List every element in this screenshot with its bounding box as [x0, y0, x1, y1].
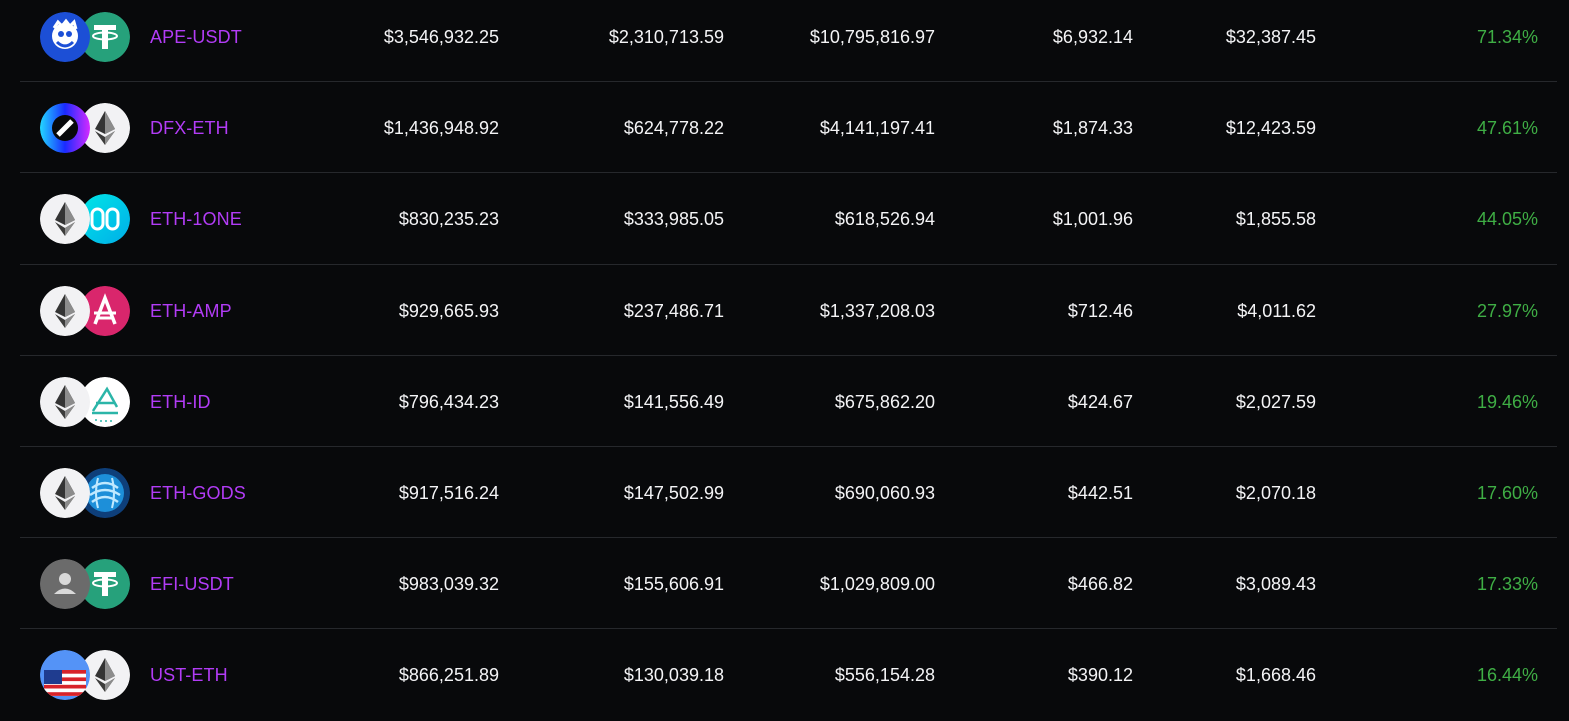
fees-7d-value: $4,011.62: [1237, 300, 1316, 321]
fees-7d-value: $2,070.18: [1235, 482, 1316, 503]
token-pair-icons: [40, 650, 130, 701]
fees-24h-value: $6,932.14: [1052, 27, 1133, 47]
token-pair-icons: [40, 194, 130, 245]
volume-24h-value: $141,556.49: [623, 391, 724, 412]
harmony-icon: [80, 194, 130, 245]
tvl-value: $917,516.24: [398, 482, 499, 503]
volume-7d-value: $10,795,816.97: [809, 27, 935, 47]
token-pair-icons: [40, 376, 130, 427]
ethereum-icon: [40, 194, 90, 245]
pair-name-link[interactable]: UST-ETH: [150, 665, 228, 686]
volume-24h-value: $155,606.91: [623, 574, 724, 595]
volume-7d-value: $690,060.93: [834, 482, 935, 503]
volume-24h-value: $147,502.99: [623, 482, 724, 503]
apr-value: 17.60%: [1476, 482, 1538, 503]
apr-value: 47.61%: [1476, 118, 1538, 139]
volume-7d-value: $1,029,809.00: [819, 574, 935, 595]
fees-24h-value: $466.82: [1067, 574, 1133, 595]
amp-icon: [80, 285, 130, 336]
tvl-value: $830,235.23: [398, 209, 499, 230]
dfx-icon: [40, 103, 90, 154]
table-row[interactable]: ETH-GODS $917,516.24 $147,502.99 $690,06…: [20, 447, 1557, 539]
tether-icon: [80, 559, 130, 610]
volume-7d-value: $556,154.28: [834, 665, 935, 686]
apr-value: 19.46%: [1476, 391, 1538, 412]
table-row[interactable]: EFI-USDT $983,039.32 $155,606.91 $1,029,…: [20, 538, 1557, 630]
ethereum-icon: [40, 376, 90, 427]
tvl-value: $983,039.32: [398, 574, 499, 595]
apr-value: 16.44%: [1476, 665, 1538, 686]
fees-24h-value: $712.46: [1067, 300, 1133, 321]
ethereum-icon: [40, 467, 90, 518]
fees-7d-value: $2,027.59: [1235, 391, 1316, 412]
fees-24h-value: $390.12: [1067, 665, 1133, 686]
gods-icon: [80, 467, 130, 518]
apr-value: 27.97%: [1476, 300, 1538, 321]
volume-7d-value: $618,526.94: [834, 209, 935, 230]
tvl-value: $3,546,932.25: [383, 27, 499, 47]
fees-24h-value: $1,001.96: [1052, 209, 1133, 230]
fees-7d-value: $1,855.58: [1235, 209, 1316, 230]
ethereum-icon: [40, 285, 90, 336]
volume-7d-value: $1,337,208.03: [819, 300, 935, 321]
token-pair-icons: [40, 12, 130, 62]
volume-24h-value: $333,985.05: [623, 209, 724, 230]
volume-24h-value: $130,039.18: [623, 665, 724, 686]
tvl-value: $796,434.23: [398, 391, 499, 412]
placeholder-user-icon: [40, 559, 90, 610]
fees-24h-value: $424.67: [1067, 391, 1133, 412]
ust-flag-icon: [40, 650, 90, 701]
fees-7d-value: $3,089.43: [1235, 574, 1316, 595]
pair-name-link[interactable]: ETH-1ONE: [150, 209, 242, 230]
token-pair-icons: [40, 467, 130, 518]
token-pair-icons: [40, 559, 130, 610]
ethereum-icon: [80, 103, 130, 154]
token-pair-icons: [40, 285, 130, 336]
tvl-value: $1,436,948.92: [383, 118, 499, 139]
volume-24h-value: $624,778.22: [623, 118, 724, 139]
volume-7d-value: $4,141,197.41: [819, 118, 935, 139]
fees-7d-value: $32,387.45: [1225, 27, 1316, 47]
pair-name-link[interactable]: APE-USDT: [150, 27, 242, 47]
table-row[interactable]: ETH-ID $796,434.23 $141,556.49 $675,862.…: [20, 356, 1557, 447]
fees-24h-value: $1,874.33: [1052, 118, 1133, 139]
everest-icon: [80, 376, 130, 427]
pools-table: APE-USDT $3,546,932.25 $2,310,713.59 $10…: [20, 0, 1557, 721]
fees-7d-value: $1,668.46: [1235, 665, 1316, 686]
table-row[interactable]: DFX-ETH $1,436,948.92 $624,778.22 $4,141…: [20, 82, 1557, 174]
volume-24h-value: $237,486.71: [623, 300, 724, 321]
pair-name-link[interactable]: ETH-AMP: [150, 300, 232, 321]
apr-value: 17.33%: [1476, 574, 1538, 595]
ethereum-icon: [80, 650, 130, 701]
apr-value: 71.34%: [1476, 27, 1538, 47]
fees-24h-value: $442.51: [1067, 482, 1133, 503]
apr-value: 44.05%: [1476, 209, 1538, 230]
pair-name-link[interactable]: DFX-ETH: [150, 118, 229, 139]
fees-7d-value: $12,423.59: [1225, 118, 1316, 139]
table-row[interactable]: APE-USDT $3,546,932.25 $2,310,713.59 $10…: [20, 0, 1557, 83]
tvl-value: $866,251.89: [398, 665, 499, 686]
tether-icon: [80, 12, 130, 62]
volume-24h-value: $2,310,713.59: [608, 27, 724, 47]
tvl-value: $929,665.93: [398, 300, 499, 321]
pair-name-link[interactable]: EFI-USDT: [150, 574, 234, 595]
table-row[interactable]: ETH-AMP $929,665.93 $237,486.71 $1,337,2…: [20, 265, 1557, 356]
pair-name-link[interactable]: ETH-ID: [150, 391, 211, 412]
table-row[interactable]: ETH-1ONE $830,235.23 $333,985.05 $618,52…: [20, 173, 1557, 265]
volume-7d-value: $675,862.20: [834, 391, 935, 412]
table-row[interactable]: UST-ETH $866,251.89 $130,039.18 $556,154…: [20, 629, 1557, 720]
pair-name-link[interactable]: ETH-GODS: [150, 482, 246, 503]
token-pair-icons: [40, 103, 130, 154]
ape-icon: [40, 12, 90, 62]
